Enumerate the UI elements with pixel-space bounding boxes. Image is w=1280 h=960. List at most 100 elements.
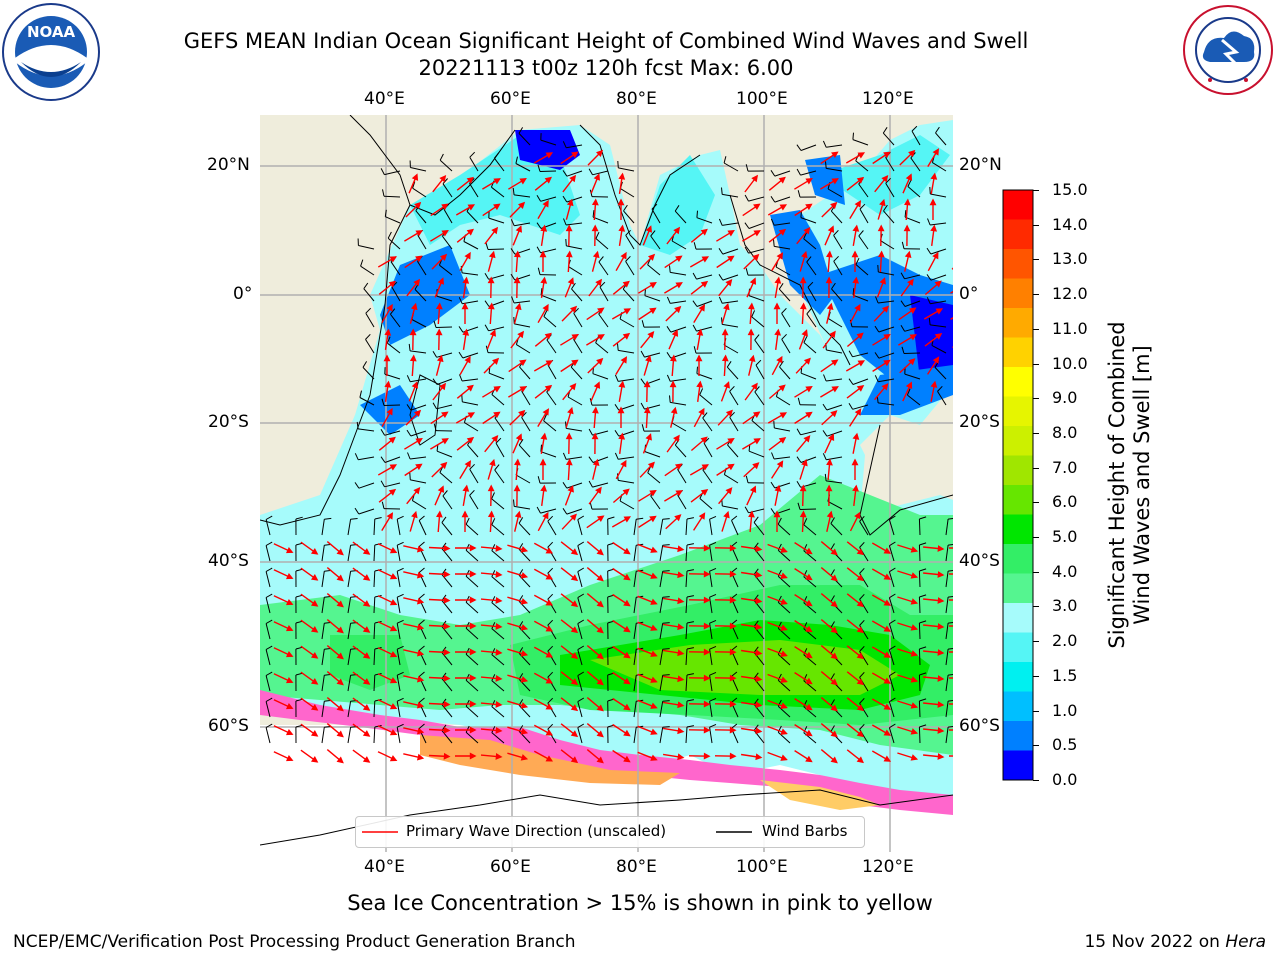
wind-barb-flag xyxy=(874,352,880,359)
wave-arrow-head xyxy=(698,407,705,416)
wave-arrow-head xyxy=(362,626,371,633)
wind-barb-flag xyxy=(926,247,932,255)
wave-arrow-head xyxy=(441,229,449,237)
wind-barb-flag xyxy=(831,282,836,290)
wind-barb-flag xyxy=(396,645,404,650)
wind-barb-flag xyxy=(731,567,738,573)
wave-arrow-head xyxy=(439,382,447,391)
wind-barb-flag xyxy=(948,543,953,546)
wind-barb-flag xyxy=(919,516,927,520)
wave-arrow-head xyxy=(462,328,470,336)
wind-barb xyxy=(577,519,583,536)
wave-arrow-head xyxy=(727,229,735,237)
wind-barb-flag xyxy=(540,444,542,452)
wave-arrow-head xyxy=(905,381,913,390)
wind-barb xyxy=(677,495,687,510)
wind-barb xyxy=(932,162,947,172)
wave-arrow-head xyxy=(778,228,787,236)
wind-barb xyxy=(441,652,453,666)
wave-arrow-head xyxy=(491,357,500,365)
wind-barb xyxy=(855,160,869,172)
wind-barb-flag xyxy=(547,645,554,652)
wind-barb xyxy=(945,519,949,536)
colorbar-tick-label: 6.0 xyxy=(1052,492,1078,512)
wave-arrow-head xyxy=(542,303,549,312)
wave-arrow-head xyxy=(443,752,451,760)
wind-barb xyxy=(347,597,352,614)
wind-barb xyxy=(441,704,453,718)
wind-barb-flag xyxy=(465,673,470,681)
wind-barb xyxy=(462,352,479,359)
wind-barb-flag xyxy=(859,645,865,652)
wind-barb-flag xyxy=(469,463,475,470)
wave-arrow-head xyxy=(493,411,501,419)
wave-arrow-head xyxy=(877,250,885,258)
wave-arrow-head xyxy=(495,544,503,552)
wind-barb xyxy=(852,378,869,385)
wave-arrow-head xyxy=(857,360,866,367)
wind-barb-flag xyxy=(571,282,576,290)
colorbar-tick xyxy=(1033,224,1039,226)
wind-barb-flag xyxy=(859,567,865,574)
wave-arrow-head xyxy=(285,546,294,554)
lat-label-left: 20°N xyxy=(207,155,250,175)
wave-arrow-head xyxy=(826,458,833,466)
wind-barb xyxy=(518,704,531,718)
wave-arrow-head xyxy=(495,648,503,656)
wind-barb-flag xyxy=(928,317,931,325)
wind-barb xyxy=(754,391,765,406)
wind-barb-flag xyxy=(644,288,646,296)
wave-arrow-head xyxy=(495,596,503,604)
wind-barb xyxy=(774,456,791,460)
wind-barb-flag xyxy=(494,152,500,159)
wind-barb-flag xyxy=(265,723,273,728)
wind-barb-flag xyxy=(350,518,358,520)
legend-wind-barbs: Wind Barbs xyxy=(762,822,848,840)
wind-barb xyxy=(781,339,791,354)
wave-arrow-head xyxy=(285,598,294,606)
wave-arrow-head xyxy=(755,675,763,683)
wind-barb xyxy=(618,479,635,484)
wave-arrow-head xyxy=(649,281,657,289)
wind-barb xyxy=(699,394,713,406)
wave-arrow-head xyxy=(310,652,319,659)
wind-barb-flag xyxy=(770,508,776,515)
wind-barb-flag xyxy=(465,569,470,577)
wave-arrow-head xyxy=(780,754,788,761)
wave-arrow-head xyxy=(567,485,574,493)
wind-barb xyxy=(826,404,843,411)
wind-barb xyxy=(439,472,453,484)
wind-barb-flag xyxy=(491,700,496,707)
wind-barb-flag xyxy=(718,218,723,226)
wind-barb-flag xyxy=(458,351,464,359)
wind-barb-flag xyxy=(641,320,645,328)
wave-arrow-head xyxy=(856,704,864,712)
wind-barb-flag xyxy=(510,273,516,281)
wave-arrow-head xyxy=(520,546,529,553)
wind-barb-flag xyxy=(537,476,541,484)
wind-barb xyxy=(347,519,352,536)
wave-arrow-head xyxy=(703,648,711,656)
colorbar-segment xyxy=(1003,249,1033,279)
wind-barb xyxy=(321,519,325,536)
wind-barb xyxy=(828,318,843,328)
wind-barb xyxy=(878,352,895,359)
wind-barb xyxy=(800,217,817,224)
wind-barb-flag xyxy=(948,699,953,702)
wave-arrow-head xyxy=(723,381,730,389)
wave-arrow-head xyxy=(703,544,711,552)
wind-barb xyxy=(806,313,817,328)
wave-arrow-head xyxy=(701,256,710,263)
wind-barb-flag xyxy=(731,541,738,547)
wave-arrow-head xyxy=(854,408,862,416)
wind-barb xyxy=(396,675,401,692)
wind-barb-flag xyxy=(745,164,749,172)
wave-arrow-head xyxy=(545,625,554,632)
wind-barb-flag xyxy=(465,621,470,629)
wind-barb xyxy=(465,653,479,666)
wind-barb-flag xyxy=(929,186,931,195)
wave-arrow-head xyxy=(493,203,501,211)
wind-barb xyxy=(373,596,376,614)
wave-arrow-head xyxy=(903,224,911,232)
wind-barb-flag xyxy=(484,273,490,280)
